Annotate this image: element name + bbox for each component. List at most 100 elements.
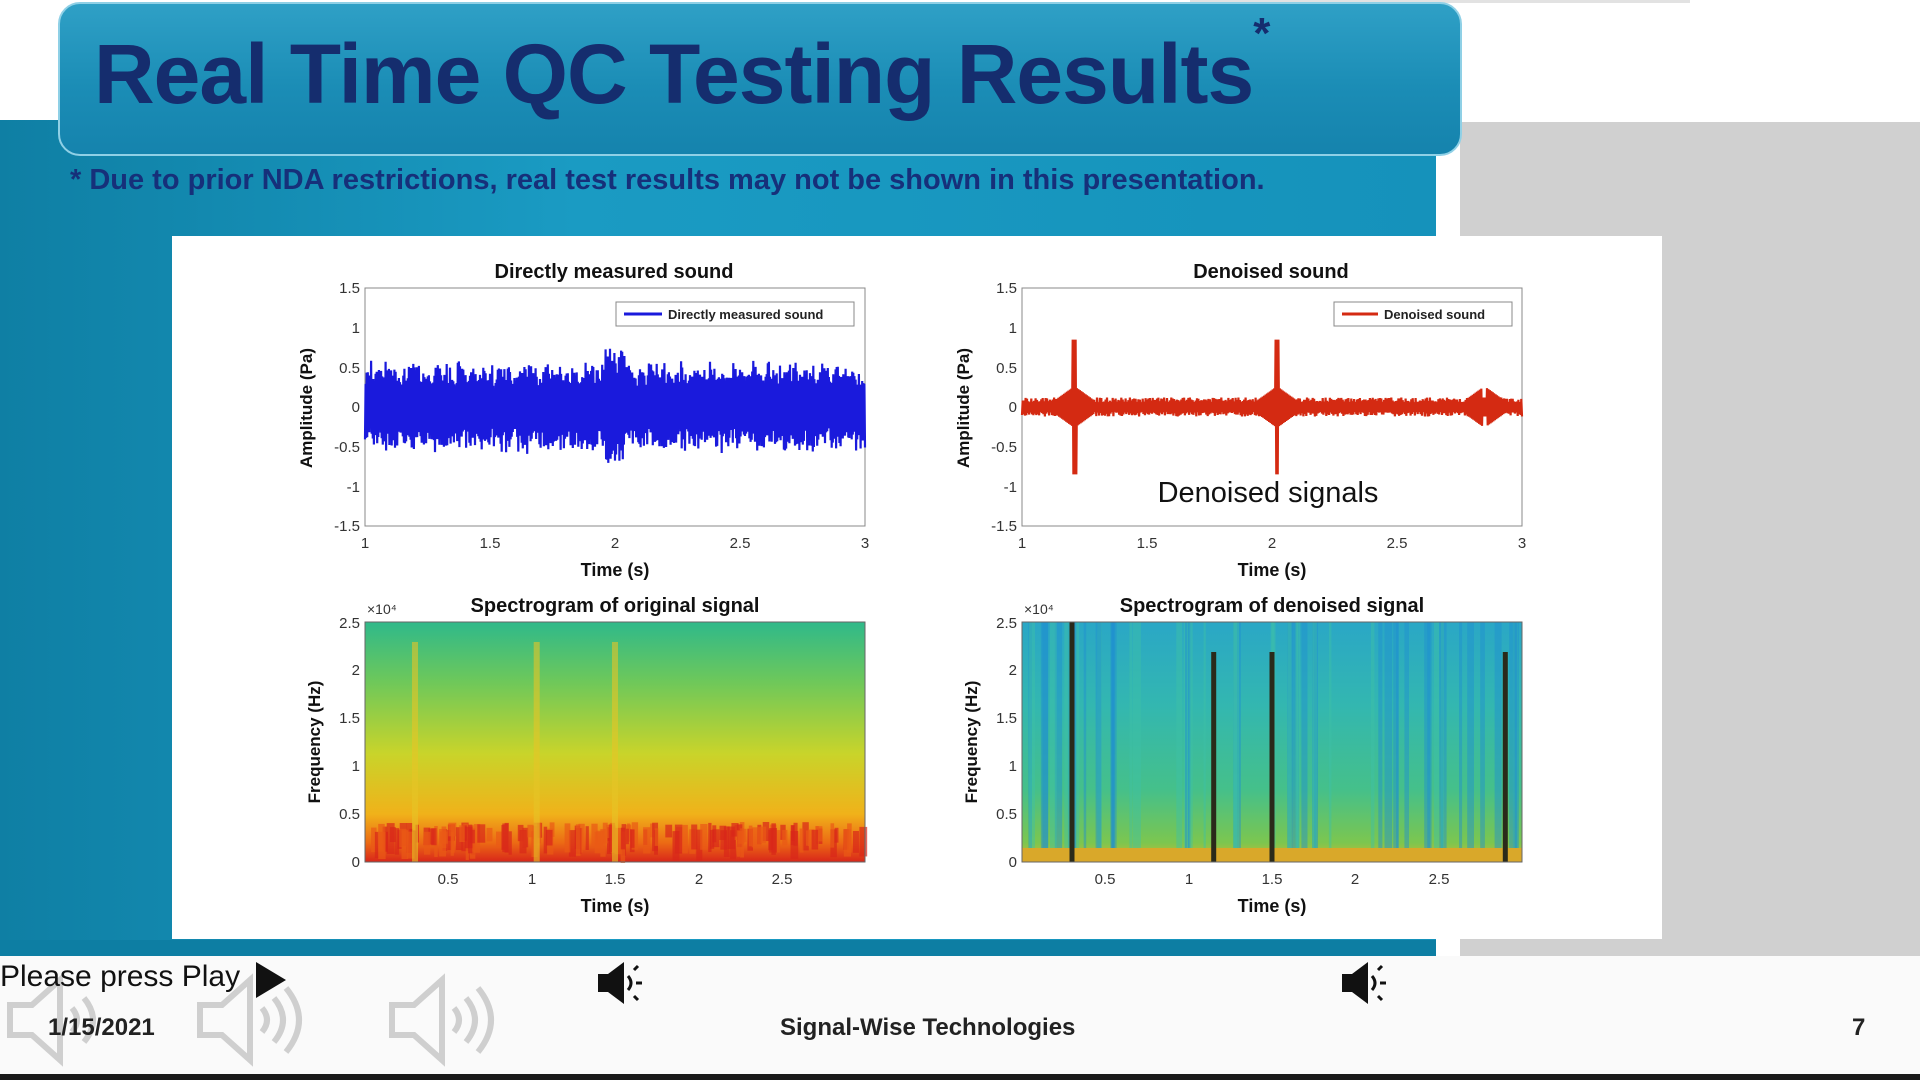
sound-wave-icon <box>451 1006 462 1034</box>
heatmap-cell <box>751 827 758 848</box>
heatmap-cell <box>625 828 629 845</box>
press-play-text: Please press Play <box>0 960 241 993</box>
x-tick-label: 2.5 <box>730 535 751 552</box>
band-bottom-edge <box>0 940 1436 956</box>
axis-exponent: ×10⁴ <box>367 601 397 617</box>
title-text: Real Time QC Testing Results <box>94 27 1254 121</box>
heatmap-cell <box>736 830 741 857</box>
heatmap-cell <box>448 822 457 837</box>
y-tick-label: 0.5 <box>996 360 1017 377</box>
y-tick-label: 1 <box>1009 758 1017 775</box>
speaker-icon <box>7 973 63 1067</box>
heatmap-band <box>1440 622 1444 848</box>
heatmap-cell <box>464 826 473 849</box>
heatmap-cell <box>486 827 493 842</box>
chart-title: Directly measured sound <box>495 261 734 283</box>
x-tick-label: 1 <box>1185 871 1193 888</box>
y-tick-label: 1 <box>352 758 360 775</box>
heatmap-cell <box>769 828 777 853</box>
heatmap-cell <box>700 824 708 850</box>
x-tick-label: 1.5 <box>1137 535 1158 552</box>
faded-speaker-icons <box>7 973 494 1067</box>
y-tick-label: 1.5 <box>996 710 1017 727</box>
heatmap-cell <box>806 830 810 846</box>
heatmap-band <box>1074 622 1077 848</box>
y-tick-label: -1.5 <box>334 518 360 535</box>
heatmap-cell <box>731 823 739 837</box>
play-icon[interactable] <box>256 962 286 998</box>
heatmap-cell <box>568 830 576 857</box>
heatmap-cell <box>807 829 815 847</box>
heatmap-cell <box>802 822 809 851</box>
slide-footer <box>0 956 1920 1080</box>
heatmap-band <box>1073 622 1080 848</box>
chart-title: Spectrogram of denoised signal <box>1120 595 1425 617</box>
heatmap-band <box>1054 622 1063 848</box>
y-tick-label: -1 <box>1004 479 1017 496</box>
heatmap-cell <box>596 830 604 847</box>
heatmap-cell <box>830 823 835 848</box>
heatmap-cell <box>585 826 589 850</box>
company-name: Signal-Wise Technologies <box>780 1014 1076 1041</box>
heatmap-streak <box>1269 652 1275 862</box>
y-tick-label: 1 <box>352 320 360 337</box>
x-tick-label: 2.5 <box>1387 535 1408 552</box>
heatmap-cell <box>519 830 527 854</box>
y-tick-label: 1.5 <box>996 280 1017 297</box>
y-tick-label: 2.5 <box>996 615 1017 632</box>
heatmap-cell <box>600 829 606 857</box>
page-number: 7 <box>1852 1014 1866 1041</box>
heatmap-band <box>1509 622 1517 848</box>
heatmap-band <box>1111 622 1115 848</box>
y-tick-label: -1.5 <box>991 518 1017 535</box>
heatmap-band <box>1404 622 1409 848</box>
heatmap-band <box>1427 622 1431 848</box>
heatmap-cell <box>620 827 626 850</box>
y-tick-label: 0.5 <box>339 360 360 377</box>
heatmap-cell <box>564 823 571 853</box>
y-axis-label: Amplitude (Pa) <box>297 348 316 468</box>
x-tick-label: 1.5 <box>1262 871 1283 888</box>
heatmap-cell <box>654 828 659 846</box>
heatmap-band <box>1064 622 1072 848</box>
audio-button[interactable] <box>596 958 648 1008</box>
heatmap-cell <box>378 831 386 860</box>
heatmap-cell <box>407 831 415 859</box>
x-tick-label: 2 <box>611 535 619 552</box>
heatmap-cell <box>399 828 407 848</box>
heatmap-cell <box>696 829 703 861</box>
title-asterisk: * <box>1253 9 1270 58</box>
legend-box <box>1333 301 1513 327</box>
heatmap-cell <box>815 826 823 842</box>
heatmap-band <box>1203 622 1206 848</box>
heatmap-cell <box>477 824 486 843</box>
audio-button[interactable] <box>1340 958 1392 1008</box>
heatmap-cell <box>709 829 715 849</box>
x-axis-label: Time (s) <box>581 896 650 916</box>
heatmap-band <box>1424 622 1432 848</box>
heatmap-band <box>1301 622 1308 848</box>
heatmap-cell <box>691 824 698 850</box>
heatmap-band <box>1314 622 1318 848</box>
heatmap-band <box>1233 622 1239 848</box>
heatmap-cell <box>578 823 585 850</box>
y-tick-label: 0 <box>352 399 360 416</box>
heatmap-band <box>1384 622 1393 848</box>
y-tick-label: 0.5 <box>996 806 1017 823</box>
heatmap-cell <box>496 831 502 847</box>
heatmap-cell <box>719 825 727 841</box>
heatmap-band <box>1185 622 1187 848</box>
heatmap-band <box>1292 622 1299 848</box>
heatmap-cell <box>575 824 581 856</box>
heatmap-band <box>1233 622 1237 848</box>
heatmap-cell <box>760 826 767 844</box>
heatmap-cell <box>424 831 431 855</box>
sound-wave-icon <box>283 986 302 1054</box>
heatmap-band <box>1050 622 1057 848</box>
y-tick-label: -1 <box>347 479 360 496</box>
heatmap-cell <box>441 826 447 849</box>
speaker-icon <box>197 973 253 1067</box>
heatmap-cell <box>455 827 463 851</box>
x-tick-label: 1 <box>528 871 536 888</box>
axis-exponent: ×10⁴ <box>1024 601 1054 617</box>
